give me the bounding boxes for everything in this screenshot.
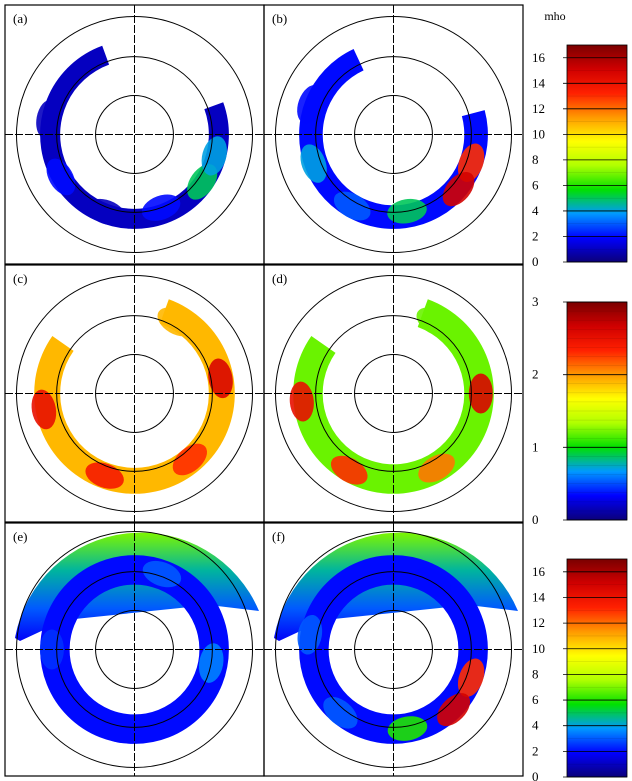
- colorbar-tick-label: 14: [532, 589, 546, 604]
- colorbar-tick-label: 2: [532, 228, 539, 243]
- panel-frame: [263, 4, 524, 265]
- colorbar-gradient: [566, 558, 628, 778]
- conductance-blob: [172, 443, 208, 476]
- conductance-blob: [418, 453, 455, 483]
- conductance-blob: [300, 144, 327, 183]
- panel-e: (e): [4, 522, 265, 777]
- conductance-blob: [416, 307, 454, 337]
- colorbar-tick-label: 0: [532, 769, 539, 781]
- conductance-blob: [323, 696, 358, 729]
- colorbar-tick-label: 6: [532, 692, 539, 707]
- colorbar-tick-label: 3: [532, 294, 539, 309]
- conductance-blob: [31, 389, 57, 430]
- colorbar-tick-label: 4: [532, 203, 539, 218]
- colorbar-tick-label: 2: [532, 367, 539, 382]
- panel-a: (a): [4, 4, 265, 265]
- conductance-blob: [289, 381, 314, 422]
- panels-layer: (a) (b) (c) (d) (e) (f): [4, 4, 524, 777]
- panel-frame: [263, 522, 524, 777]
- panel-c: (c): [4, 264, 265, 523]
- conductance-blob: [46, 158, 76, 196]
- panel-label: (b): [272, 11, 287, 26]
- panel-label: (e): [13, 529, 27, 544]
- colorbar-1: 0 2 4 6 8 10 12 14 16: [532, 44, 628, 269]
- unit-label: mho: [544, 9, 565, 23]
- colorbar-tick-label: 16: [532, 50, 546, 65]
- colorbar-tick-label: 6: [532, 177, 539, 192]
- conductance-blob: [387, 716, 428, 741]
- colorbar-3: 0 2 4 6 8 10 12 14 16: [532, 558, 628, 781]
- conductance-blob: [457, 658, 485, 697]
- panel-f: (f): [263, 522, 524, 777]
- conductance-blob: [208, 358, 233, 399]
- conductance-blob: [157, 307, 195, 337]
- conductance-blob: [437, 693, 471, 727]
- panel-label: (f): [272, 529, 285, 544]
- colorbar-tick-label: 16: [532, 564, 546, 579]
- conductance-blob: [201, 136, 227, 176]
- conductance-blob: [100, 718, 140, 744]
- panel-d: (d): [263, 264, 524, 523]
- colorbar-tick-label: 2: [532, 743, 539, 758]
- colorbar-tick-label: 0: [532, 512, 539, 527]
- colorbar-tick-label: 0: [532, 254, 539, 269]
- colorbar-tick-label: 14: [532, 75, 546, 90]
- panel-label: (a): [13, 11, 27, 26]
- colorbar-tick-label: 4: [532, 718, 539, 733]
- conductance-blob: [442, 171, 475, 207]
- oval-band: [293, 299, 494, 494]
- conductance-blob: [36, 99, 61, 140]
- colorbar-tick-label: 12: [532, 615, 545, 630]
- panel-b: (b): [263, 4, 524, 265]
- panel-label: (d): [272, 271, 287, 286]
- colorbar-gradient: [566, 44, 628, 263]
- conductance-blob: [297, 84, 324, 124]
- conductance-blob: [333, 191, 371, 221]
- panel-frame: [263, 264, 524, 523]
- panel-label: (c): [13, 271, 27, 286]
- colorbar-tick-label: 12: [532, 101, 545, 116]
- conductance-blob: [87, 198, 126, 226]
- colorbar-tick-label: 10: [532, 126, 545, 141]
- colorbar-tick-label: 8: [532, 666, 539, 681]
- colorbar-tick-label: 10: [532, 641, 545, 656]
- colorbar-2: 0 1 2 3: [532, 294, 628, 527]
- colorbar-tick-label: 1: [532, 439, 539, 454]
- colorbar-tick-label: 8: [532, 152, 539, 167]
